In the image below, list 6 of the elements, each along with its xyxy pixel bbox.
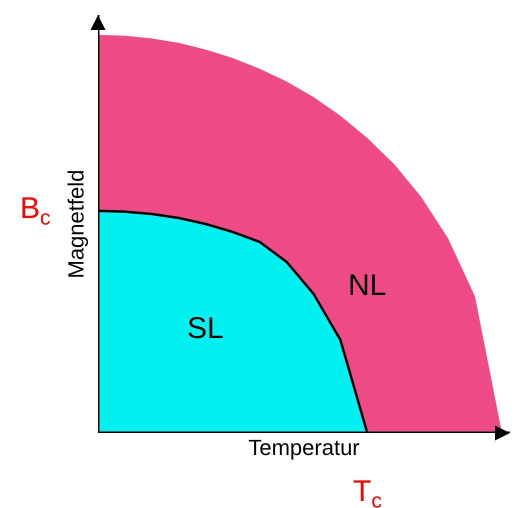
- x-axis-title: Temperatur: [248, 434, 360, 460]
- annotation: NL: [348, 269, 386, 302]
- text: B$_{c}$: [20, 192, 51, 230]
- text: T$_{c}$: [353, 475, 382, 508]
- y-axis-title: Magnetfeld: [64, 170, 88, 278]
- annotation: SL: [187, 312, 224, 345]
